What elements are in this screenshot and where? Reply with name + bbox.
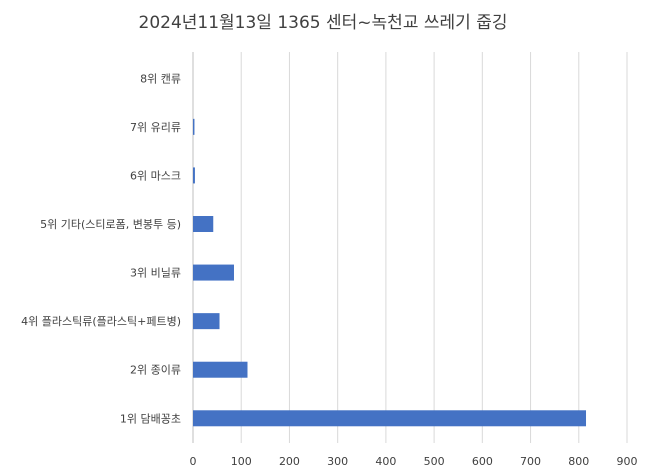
- x-tick-label: 0: [190, 455, 197, 468]
- x-tick-label: 900: [617, 455, 638, 468]
- category-label: 4위 플라스틱류(플라스틱+페트병): [21, 315, 181, 328]
- x-tick-label: 800: [568, 455, 589, 468]
- x-tick-label: 100: [231, 455, 252, 468]
- category-label: 5위 기타(스티로폼, 변봉투 등): [40, 218, 181, 231]
- category-labels: 8위 캔류 7위 유리류 6위 마스크 5위 기타(스티로폼, 변봉투 등) 3위 비닐…: [21, 72, 181, 425]
- bar: [193, 118, 195, 135]
- category-label: 2위 종이류: [130, 364, 181, 377]
- category-label: 1위 담배꽁초: [120, 412, 181, 425]
- category-label: 8위 캔류: [140, 72, 181, 85]
- chart-title: 2024년11월13일 1365 센터~녹천교 쓰레기 줍깅: [139, 13, 508, 33]
- bar: [193, 410, 587, 427]
- bar: [193, 167, 195, 184]
- bar: [193, 216, 214, 232]
- x-tick-label: 200: [279, 455, 300, 468]
- bar: [193, 361, 248, 378]
- x-tick-label: 400: [375, 455, 396, 468]
- category-label: 6위 마스크: [130, 169, 181, 182]
- x-tick-label: 300: [327, 455, 348, 468]
- x-tick-label: 600: [472, 455, 493, 468]
- x-tick-label: 700: [520, 455, 541, 468]
- bar: [193, 264, 234, 281]
- category-label: 3위 비닐류: [130, 267, 181, 280]
- gridlines: [192, 52, 628, 443]
- x-tick-labels: 0 100 200 300 400 500 600 700 800 900: [190, 455, 638, 468]
- category-label: 7위 유리류: [130, 121, 181, 134]
- bars: [193, 118, 587, 427]
- x-tick-label: 500: [424, 455, 445, 468]
- bar: [193, 313, 220, 330]
